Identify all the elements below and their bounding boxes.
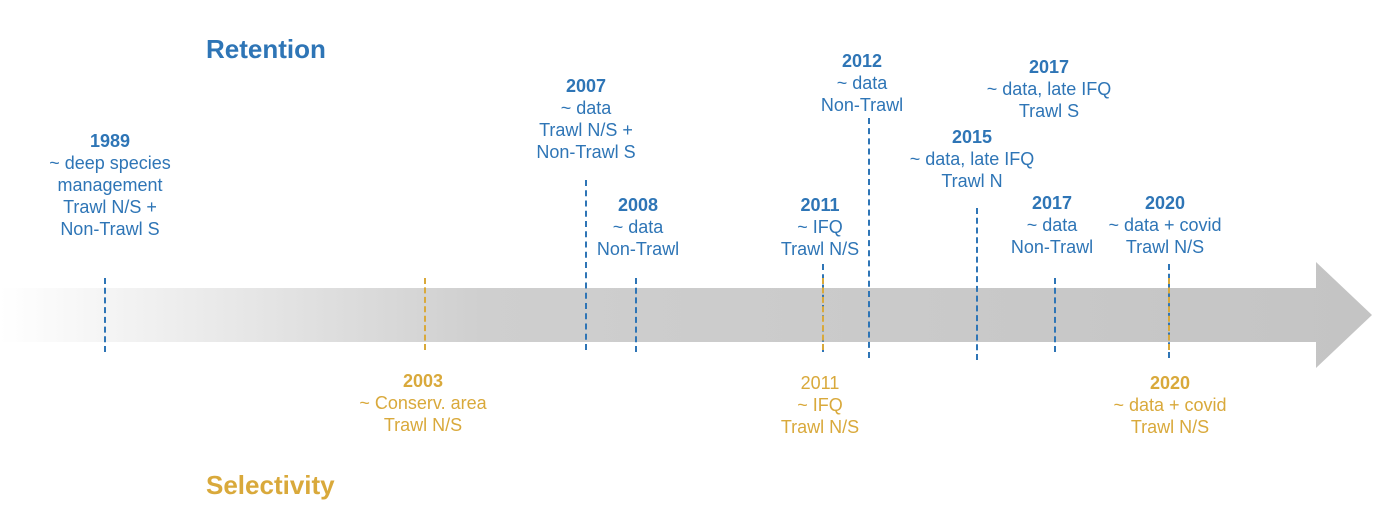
event-year: 2011 — [800, 373, 840, 393]
retention-event-2017-nontrawl: 2017 ~ data Non-Trawl — [1011, 192, 1093, 258]
retention-title: Retention — [206, 34, 326, 64]
event-year: 2008 — [617, 195, 659, 215]
event-line: ~ IFQ — [797, 395, 843, 415]
selectivity-tick-2003 — [424, 278, 426, 350]
event-line: Trawl S — [1018, 101, 1080, 121]
event-year: 2007 — [565, 76, 607, 96]
selectivity-event-2003: 2003 ~ Conserv. area Trawl N/S — [359, 370, 486, 436]
event-year: 2011 — [800, 195, 840, 215]
selectivity-tick-2020 — [1168, 278, 1170, 350]
event-year: 2017 — [1028, 57, 1070, 77]
event-year: 2017 — [1031, 193, 1073, 213]
event-line: ~ data — [612, 217, 664, 237]
retention-event-2007: 2007 ~ data Trawl N/S + Non-Trawl S — [536, 75, 635, 163]
retention-event-2015: 2015 ~ data, late IFQ Trawl N — [910, 126, 1035, 192]
event-line: Non-Trawl — [1010, 237, 1094, 257]
retention-event-2008: 2008 ~ data Non-Trawl — [597, 194, 679, 260]
event-line: ~ deep species — [49, 153, 171, 173]
event-line: Non-Trawl S — [536, 142, 636, 162]
retention-event-2012: 2012 ~ data Non-Trawl — [821, 50, 903, 116]
event-line: ~ Conserv. area — [359, 393, 487, 413]
event-line: ~ data + covid — [1113, 395, 1227, 415]
retention-event-1989: 1989 ~ deep species management Trawl N/S… — [49, 130, 171, 240]
event-line: ~ data — [1026, 215, 1078, 235]
event-line: ~ data, late IFQ — [986, 79, 1112, 99]
event-line: Trawl N — [941, 171, 1003, 191]
selectivity-tick-2011 — [822, 278, 824, 350]
retention-tick-2008 — [635, 278, 637, 352]
selectivity-event-2011: 2011 ~ IFQ Trawl N/S — [781, 372, 859, 438]
event-line: Trawl N/S + — [539, 120, 633, 140]
event-year: 1989 — [89, 131, 131, 151]
event-line: Non-Trawl — [596, 239, 680, 259]
retention-tick-1989 — [104, 278, 106, 352]
retention-tick-2015 — [976, 208, 978, 360]
timeline-arrow-shape — [0, 262, 1372, 368]
event-year: 2015 — [951, 127, 993, 147]
retention-tick-2007 — [585, 180, 587, 350]
event-line: Non-Trawl — [820, 95, 904, 115]
event-year: 2003 — [402, 371, 444, 391]
event-line: ~ IFQ — [797, 217, 843, 237]
event-line: Trawl N/S + — [63, 197, 157, 217]
event-year: 2020 — [1144, 193, 1186, 213]
event-line: Trawl N/S — [383, 415, 463, 435]
event-year: 2020 — [1149, 373, 1191, 393]
retention-event-2020: 2020 ~ data + covid Trawl N/S — [1108, 192, 1221, 258]
retention-tick-2017-nontrawl — [1054, 278, 1056, 352]
event-line: Trawl N/S — [1125, 237, 1205, 257]
event-line: Non-Trawl S — [60, 219, 160, 239]
event-year: 2012 — [841, 51, 883, 71]
retention-event-2017-trawl: 2017 ~ data, late IFQ Trawl S — [987, 56, 1112, 122]
event-line: Trawl N/S — [1130, 417, 1210, 437]
selectivity-title: Selectivity — [206, 470, 335, 500]
event-line: ~ data — [560, 98, 612, 118]
selectivity-event-2020: 2020 ~ data + covid Trawl N/S — [1113, 372, 1226, 438]
event-line: ~ data — [836, 73, 888, 93]
retention-event-2011: 2011 ~ IFQ Trawl N/S — [781, 194, 859, 260]
retention-tick-2012 — [868, 118, 870, 358]
event-line: management — [57, 175, 163, 195]
event-line: Trawl N/S — [780, 239, 860, 259]
event-line: Trawl N/S — [780, 417, 860, 437]
event-line: ~ data, late IFQ — [909, 149, 1035, 169]
event-line: ~ data + covid — [1108, 215, 1222, 235]
